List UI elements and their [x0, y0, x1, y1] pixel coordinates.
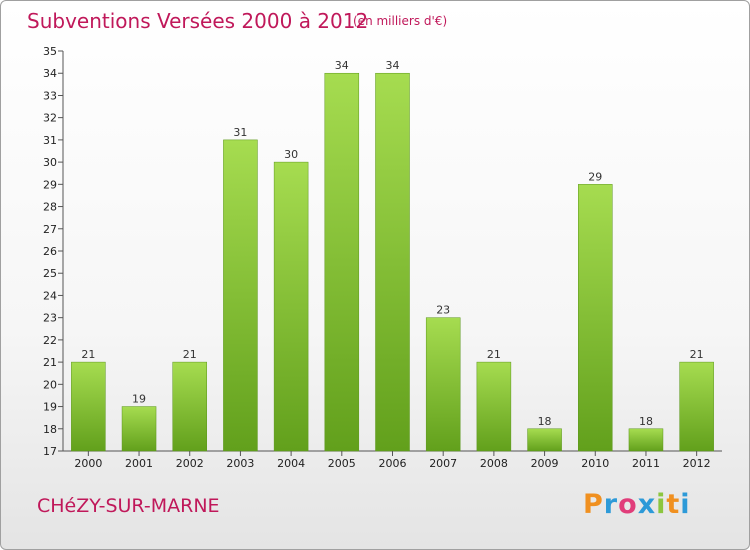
- y-tick-label: 29: [43, 178, 57, 191]
- chart-subtitle: (en milliers d'€): [353, 14, 448, 28]
- y-tick-label: 24: [43, 289, 57, 302]
- x-tick-label: 2006: [379, 457, 407, 470]
- bar: [71, 361, 106, 452]
- bar-value-label: 21: [690, 348, 704, 361]
- x-tick-label: 2011: [632, 457, 660, 470]
- bar-value-label: 21: [183, 348, 197, 361]
- bar: [578, 184, 613, 452]
- bar: [527, 428, 562, 452]
- x-tick-label: 2000: [74, 457, 102, 470]
- bar-value-label: 34: [386, 59, 400, 72]
- x-tick-label: 2003: [226, 457, 254, 470]
- bar: [679, 361, 714, 452]
- bar-value-label: 19: [132, 393, 146, 406]
- y-tick-label: 27: [43, 223, 57, 236]
- y-tick-label: 31: [43, 134, 57, 147]
- x-tick-label: 2001: [125, 457, 153, 470]
- bar: [476, 361, 512, 452]
- y-tick-label: 23: [43, 312, 57, 325]
- bar-value-label: 29: [588, 170, 602, 183]
- x-tick-label: 2005: [328, 457, 356, 470]
- bar-value-label: 31: [233, 126, 247, 139]
- x-tick-label: 2012: [683, 457, 711, 470]
- bar: [628, 428, 664, 452]
- y-tick-label: 22: [43, 334, 57, 347]
- y-tick-label: 35: [43, 45, 57, 58]
- y-tick-label: 32: [43, 112, 57, 125]
- y-tick-label: 17: [43, 445, 57, 458]
- y-tick-label: 19: [43, 401, 57, 414]
- x-tick-label: 2007: [429, 457, 457, 470]
- bar-value-label: 30: [284, 148, 298, 161]
- proxiti-logo[interactable]: Proxiti: [583, 489, 691, 520]
- commune-name: CHéZY-SUR-MARNE: [37, 495, 220, 517]
- y-tick-label: 20: [43, 378, 57, 391]
- bar: [223, 139, 258, 452]
- x-tick-label: 2008: [480, 457, 508, 470]
- bar: [375, 72, 410, 452]
- y-tick-label: 34: [43, 67, 57, 80]
- bar-value-label: 18: [538, 415, 552, 428]
- x-tick-label: 2009: [531, 457, 559, 470]
- bar-value-label: 21: [81, 348, 95, 361]
- x-tick-label: 2010: [581, 457, 609, 470]
- bar: [324, 72, 360, 452]
- bar: [425, 317, 461, 452]
- y-tick-label: 21: [43, 356, 57, 369]
- bar-value-label: 23: [436, 304, 450, 317]
- y-tick-label: 26: [43, 245, 57, 258]
- y-tick-label: 30: [43, 156, 57, 169]
- x-tick-label: 2002: [176, 457, 204, 470]
- bar-value-label: 21: [487, 348, 501, 361]
- bar: [172, 361, 207, 452]
- y-tick-label: 33: [43, 89, 57, 102]
- bar-value-label: 18: [639, 415, 653, 428]
- x-tick-label: 2004: [277, 457, 305, 470]
- y-tick-label: 28: [43, 201, 57, 214]
- chart-title: Subventions Versées 2000 à 2012: [27, 9, 369, 33]
- bar: [121, 406, 157, 452]
- y-tick-label: 25: [43, 267, 57, 280]
- bar-value-label: 34: [335, 59, 349, 72]
- y-tick-label: 18: [43, 423, 57, 436]
- bar: [273, 161, 309, 452]
